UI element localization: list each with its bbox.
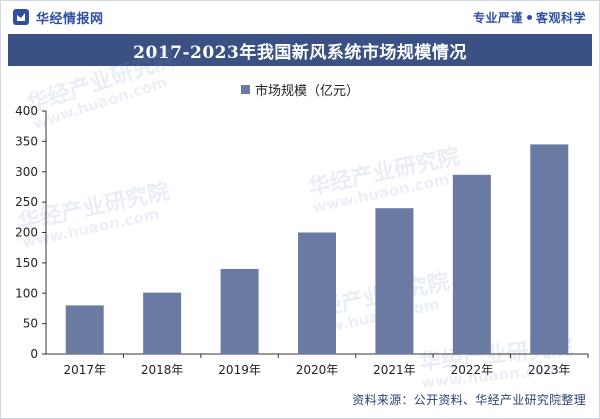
- bar-2022年: [452, 174, 491, 354]
- top-bar: 华经情报网 专业严谨 客观科学: [0, 0, 600, 34]
- y-tick-label: 50: [23, 317, 38, 331]
- bar-2021年: [375, 208, 414, 354]
- y-tick-label: 400: [15, 104, 38, 118]
- source-note: 资料来源：公开资料、华经产业研究院整理: [352, 393, 586, 407]
- chart-title: 2017-2023年我国新风系统市场规模情况: [133, 42, 467, 63]
- legend-label: 市场规模（亿元）: [255, 84, 360, 99]
- x-tick-label: 2023年: [528, 363, 571, 377]
- bar-2019年: [220, 268, 259, 354]
- x-tick-label: 2022年: [451, 363, 494, 377]
- slogan-dot-icon: [526, 15, 532, 20]
- x-tick-label: 2019年: [218, 363, 261, 377]
- x-tick-label: 2020年: [296, 363, 339, 377]
- y-tick-label: 100: [15, 286, 38, 300]
- bar-2018年: [143, 292, 182, 354]
- slogan-right: 客观科学: [535, 11, 586, 25]
- slogan-left: 专业严谨: [472, 11, 523, 25]
- legend-swatch: [241, 85, 250, 94]
- y-tick-label: 250: [15, 195, 38, 209]
- x-tick-label: 2021年: [373, 363, 416, 377]
- x-tick-label: 2018年: [141, 363, 184, 377]
- slogan: 专业严谨 客观科学: [473, 9, 586, 26]
- x-tick-label: 2017年: [63, 363, 106, 377]
- y-tick-label: 350: [15, 134, 38, 148]
- brand: 华经情报网: [12, 8, 104, 27]
- y-tick-label: 300: [15, 165, 38, 179]
- brand-logo-icon: [13, 9, 29, 25]
- legend: 市场规模（亿元）: [241, 80, 359, 99]
- y-tick-label: 200: [15, 226, 38, 240]
- y-tick-label: 0: [30, 347, 38, 361]
- title-band: 2017-2023年我国新风系统市场规模情况: [8, 34, 592, 66]
- brand-name: 华经情报网: [36, 11, 104, 27]
- bar-2017年: [65, 305, 104, 354]
- bar-2023年: [530, 144, 569, 354]
- y-tick-label: 150: [15, 256, 38, 270]
- bar-2020年: [298, 232, 336, 354]
